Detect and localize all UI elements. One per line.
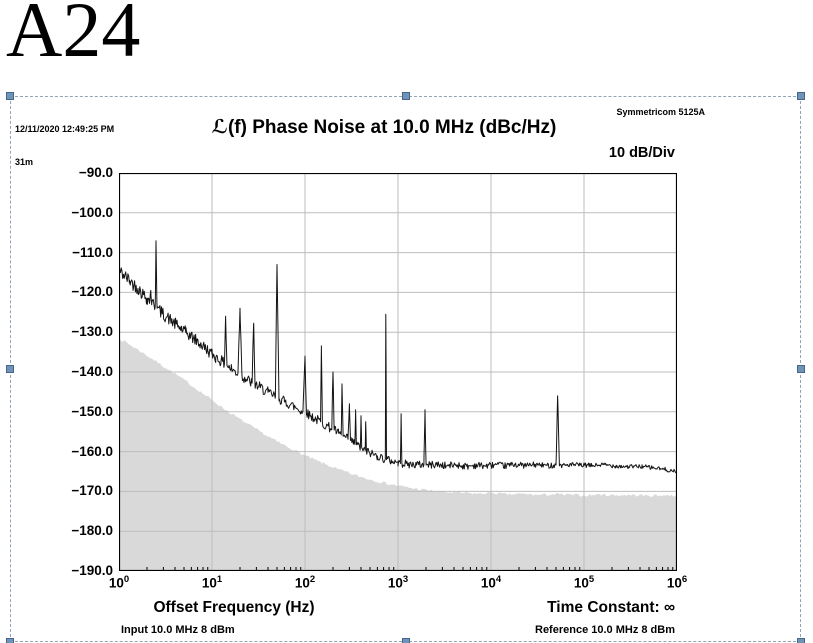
x-tick-label: 105 [573, 574, 595, 591]
selection-handle-bottom-left[interactable] [6, 638, 14, 643]
timestamp-line1: 12/11/2020 12:49:25 PM [15, 124, 115, 134]
scale-per-div-label: 10 dB/Div [608, 145, 675, 161]
selection-handle-middle-left[interactable] [6, 365, 14, 373]
timestamp-line2: 31m [15, 157, 34, 167]
y-tick-label: −90.0 [78, 165, 113, 180]
y-tick-label: −140.0 [71, 364, 113, 379]
x-tick-label: 101 [201, 574, 223, 591]
y-tick-label: −120.0 [71, 284, 113, 300]
x-axis-title: Offset Frequency (Hz) [153, 599, 315, 616]
input-signal-label: Input 10.0 MHz 8 dBm [121, 624, 235, 636]
x-tick-label: 100 [108, 574, 130, 591]
selection-handle-top-center[interactable] [402, 92, 410, 100]
plot-border [118, 172, 678, 572]
reference-signal-label: Reference 10.0 MHz 8 dBm [535, 624, 675, 636]
y-tick-label: −190.0 [71, 563, 113, 578]
selection-handle-top-left[interactable] [6, 92, 14, 100]
y-tick-label: −100.0 [71, 204, 113, 220]
y-tick-label: −170.0 [71, 483, 113, 499]
y-tick-label: −110.0 [72, 244, 113, 260]
x-tick-label: 103 [387, 574, 409, 591]
selection-handle-middle-right[interactable] [797, 365, 805, 373]
chart-title: ℒ(f) Phase Noise at 10.0 MHz (dBc/Hz) [211, 117, 557, 138]
y-tick-label: −130.0 [71, 324, 113, 340]
selection-handle-bottom-center[interactable] [402, 638, 410, 643]
instrument-label: Symmetricom 5125A [616, 107, 705, 117]
x-tick-label: 106 [666, 574, 688, 591]
x-tick-label: 104 [480, 574, 502, 591]
y-tick-label: −150.0 [71, 403, 113, 419]
timestamp: 12/11/2020 12:49:25 PM 31m [15, 102, 114, 190]
plot-area [118, 172, 678, 572]
phase-noise-chart-image[interactable]: 12/11/2020 12:49:25 PM 31m ℒ(f) Phase No… [10, 96, 801, 642]
y-tick-label: −180.0 [71, 523, 113, 539]
noise-floor-area [119, 338, 677, 571]
selection-handle-bottom-right[interactable] [797, 638, 805, 643]
phase-noise-trace [118, 240, 678, 474]
page-label: A24 [6, 0, 141, 73]
time-constant-label: Time Constant: ∞ [547, 599, 675, 616]
x-tick-label: 102 [294, 574, 316, 591]
phase-noise-plot [118, 172, 678, 572]
y-tick-label: −160.0 [71, 443, 113, 459]
selection-handle-top-right[interactable] [797, 92, 805, 100]
